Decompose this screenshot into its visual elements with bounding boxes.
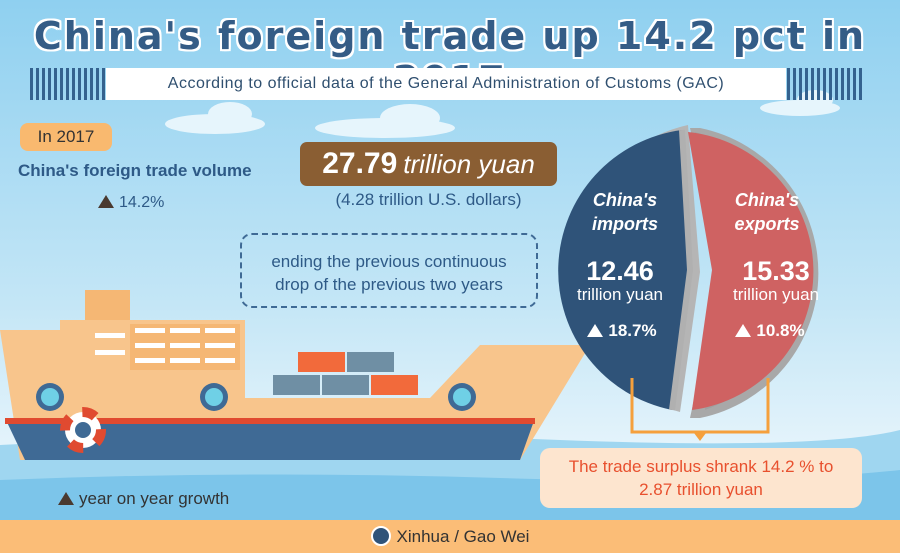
surplus-box: The trade surplus shrank 14.2 % to 2.87 t… — [540, 448, 862, 508]
volume-unit: trillion yuan — [403, 149, 535, 179]
imports-value: 12.46 — [586, 256, 654, 286]
legend-label: year on year growth — [79, 489, 230, 508]
triangle-up-icon — [587, 324, 604, 337]
note-line: drop of the previous two years — [275, 275, 503, 294]
xinhua-logo-icon — [370, 526, 391, 546]
volume-usd: (4.28 trillion U.S. dollars) — [335, 190, 522, 209]
footer: Xinhua / Gao Wei — [0, 520, 900, 553]
imports-growth: 18.7% — [572, 321, 672, 341]
volume-growth: 14.2% — [98, 194, 164, 212]
legend: year on year growth — [58, 489, 229, 509]
clouds — [165, 90, 840, 138]
page-title: China's foreign trade up 14.2 pct in 201… — [33, 14, 867, 102]
exports-value: 15.33 — [742, 256, 810, 286]
imports-label: China's imports — [591, 190, 658, 234]
triangle-up-icon — [735, 324, 752, 337]
exports-growth: 10.8% — [720, 321, 820, 341]
stripe-decoration — [787, 68, 863, 100]
triangle-up-icon — [98, 195, 114, 208]
ship — [0, 290, 590, 460]
volume-label: China's foreign trade volume — [18, 161, 252, 180]
volume-box: 27.79 trillion yuan — [300, 142, 557, 186]
note-line: ending the previous continuous — [271, 252, 507, 271]
credit: Xinhua / Gao Wei — [396, 527, 530, 546]
porthole-icon — [36, 383, 64, 411]
note-bubble: ending the previous continuous drop of th… — [240, 233, 538, 308]
surplus-line: The trade surplus shrank 14.2 % to — [568, 457, 834, 476]
trade-pie — [558, 125, 819, 418]
volume-growth-value: 14.2% — [119, 194, 165, 211]
lifebuoy-icon — [60, 407, 106, 453]
surplus-bracket — [630, 378, 770, 434]
imports-slice — [558, 130, 690, 410]
imports-unit: trillion yuan — [577, 285, 663, 304]
exports-unit: trillion yuan — [733, 285, 819, 304]
surplus-line: 2.87 trillion yuan — [639, 480, 763, 499]
exports-label: China's exports — [734, 190, 800, 234]
triangle-up-icon — [58, 492, 74, 505]
porthole-icon — [448, 383, 476, 411]
volume-value: 27.79 — [322, 147, 398, 180]
stripe-decoration — [30, 68, 106, 100]
porthole-icon — [200, 383, 228, 411]
subtitle: According to official data of the Genera… — [106, 68, 786, 100]
year-badge: In 2017 — [20, 123, 112, 151]
exports-slice — [688, 132, 814, 410]
